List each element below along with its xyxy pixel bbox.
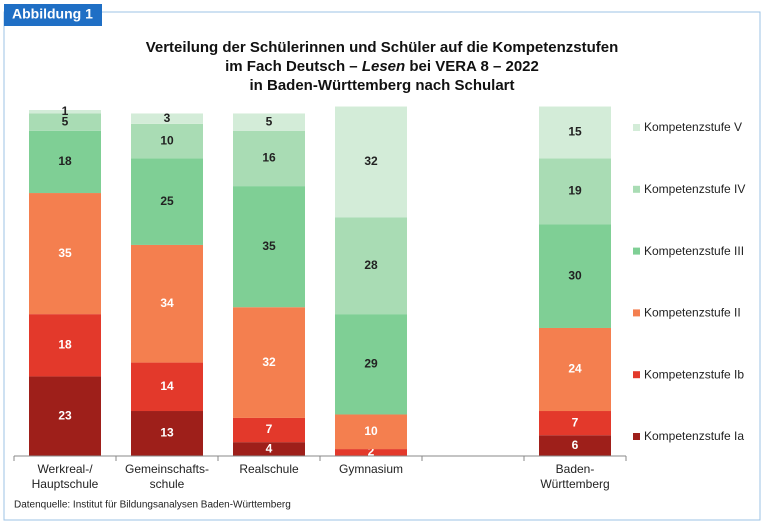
bar-segment (131, 123, 203, 159)
bar-segment (29, 376, 101, 456)
legend-swatch (633, 309, 640, 317)
legend-label: Kompetenzstufe V (644, 120, 742, 134)
x-tick-label: schule (150, 477, 185, 491)
value-label: 7 (572, 415, 579, 429)
x-tick-label: Baden- (556, 462, 595, 476)
value-label: 32 (262, 355, 276, 369)
value-label: 29 (364, 356, 378, 370)
legend-label: Kompetenzstufe II (644, 306, 741, 320)
value-label: 15 (568, 125, 582, 139)
x-tick-label: Württemberg (540, 477, 609, 491)
bar-segment (29, 113, 101, 131)
bar-segment (131, 362, 203, 412)
bar-segment (335, 449, 407, 456)
bar-segment (131, 158, 203, 245)
bar-segment (335, 414, 407, 450)
x-tick-label: Realschule (239, 462, 299, 476)
bar-segment (233, 417, 305, 443)
bar-segment (29, 193, 101, 315)
legend-label: Kompetenzstufe Ib (644, 367, 744, 381)
chart-title: Verteilung der Schülerinnen und Schüler … (146, 39, 619, 56)
figure-label: Abbildung 1 (12, 6, 93, 22)
title-part: im Fach Deutsch – (225, 58, 362, 75)
x-tick-label: Gemeinschafts- (125, 462, 209, 476)
bar-segment (233, 130, 305, 187)
value-label: 4 (266, 441, 273, 455)
value-label: 25 (160, 194, 174, 208)
bar-segment (233, 442, 305, 456)
bar-segment (539, 327, 611, 412)
value-label: 18 (58, 337, 72, 351)
bar-segment (131, 113, 203, 124)
value-label: 1 (62, 104, 69, 118)
legend-swatch (633, 371, 640, 379)
x-tick-label: Hauptschule (32, 477, 99, 491)
legend-label: Kompetenzstufe III (644, 244, 744, 258)
bar-segment (539, 224, 611, 328)
bar-segment (539, 411, 611, 436)
bar-segment (539, 106, 611, 159)
chart-title: in Baden-Württemberg nach Schulart (249, 77, 514, 94)
value-label: 30 (568, 268, 582, 282)
title-part: Lesen (362, 58, 405, 75)
value-label: 3 (164, 111, 171, 125)
bar-segment (233, 186, 305, 308)
bar-segment (131, 244, 203, 363)
value-label: 14 (160, 379, 174, 393)
value-label: 32 (364, 154, 378, 168)
bar-segment (539, 158, 611, 225)
value-label: 13 (160, 426, 174, 440)
bar-segment (335, 106, 407, 218)
legend-swatch (633, 185, 640, 193)
value-label: 35 (262, 239, 276, 253)
value-label: 6 (572, 438, 579, 452)
value-label: 5 (266, 114, 273, 128)
value-label: 16 (262, 151, 276, 165)
value-label: 10 (160, 133, 174, 147)
bar-segment (29, 130, 101, 194)
legend-swatch (633, 124, 640, 131)
bar-segment (29, 110, 101, 114)
value-label: 2 (368, 445, 375, 459)
value-label: 24 (568, 362, 582, 376)
legend-swatch (633, 247, 640, 255)
source: Datenquelle: Institut für Bildungsanalys… (14, 500, 291, 511)
bar-segment (335, 217, 407, 315)
bar-segment (233, 113, 305, 131)
legend-swatch (633, 433, 640, 440)
x-tick-label: Gymnasium (339, 462, 403, 476)
value-label: 28 (364, 258, 378, 272)
bar-segment (131, 411, 203, 456)
value-label: 23 (58, 408, 72, 422)
bar-segment (335, 314, 407, 415)
value-label: 7 (266, 422, 273, 436)
bar-segment (29, 314, 101, 377)
value-label: 35 (58, 246, 72, 260)
value-label: 34 (160, 296, 174, 310)
bar-segment (233, 307, 305, 418)
title-part: bei VERA 8 – 2022 (405, 58, 539, 75)
value-label: 10 (364, 424, 378, 438)
frame (3, 11, 761, 521)
value-label: 5 (62, 114, 69, 128)
figure-label-box (4, 4, 102, 26)
value-label: 18 (58, 154, 72, 168)
value-label: 19 (568, 183, 582, 197)
x-tick-label: Werkreal-/ (37, 462, 93, 476)
bar-segment (539, 435, 611, 456)
legend-label: Kompetenzstufe IV (644, 182, 745, 196)
legend-label: Kompetenzstufe Ia (644, 429, 744, 443)
chart-title: im Fach Deutsch – Lesen bei VERA 8 – 202… (225, 58, 539, 75)
